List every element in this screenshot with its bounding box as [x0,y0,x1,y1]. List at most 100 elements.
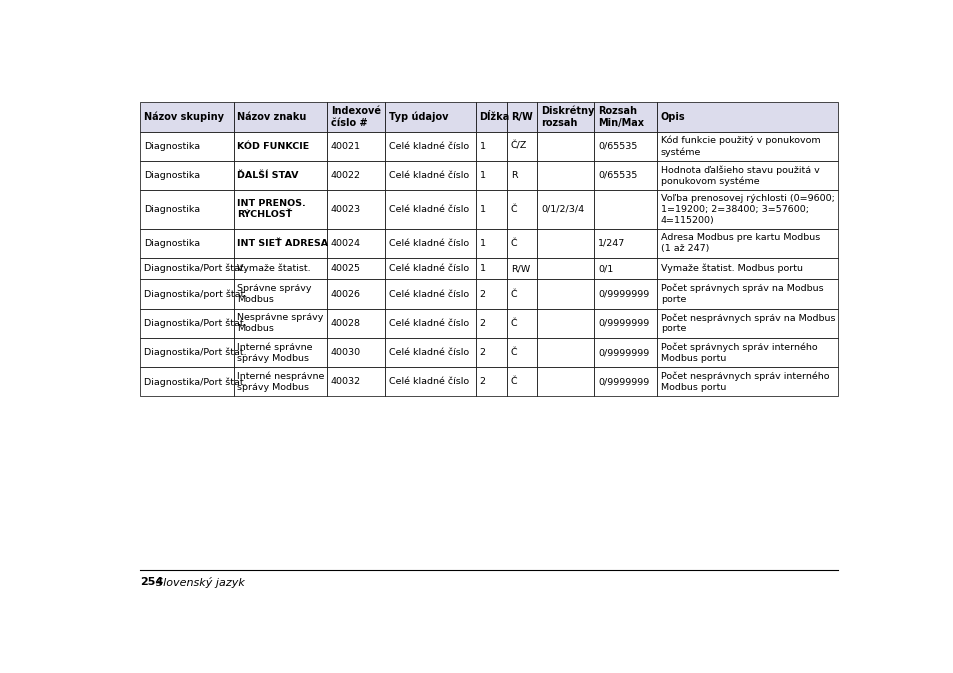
Text: Diagnostika/port štat.: Diagnostika/port štat. [144,289,247,299]
Bar [476,102,507,132]
Text: Opis: Opis [660,112,685,122]
Bar [537,338,594,367]
Text: Diagnostika/Port štat.: Diagnostika/Port štat. [144,318,246,328]
Bar [507,102,537,132]
Bar [657,279,837,309]
Bar [657,102,837,132]
Text: 40022: 40022 [331,171,360,180]
Text: Č: Č [511,205,517,214]
Bar [594,229,657,258]
Bar [594,132,657,161]
Bar [657,132,837,161]
Bar [140,190,233,229]
Bar [385,102,476,132]
Text: Dĺžka: Dĺžka [479,112,509,122]
Bar [233,229,327,258]
Bar [327,309,385,338]
Bar [140,279,233,309]
Bar [537,161,594,190]
Text: 0/1: 0/1 [598,264,613,273]
Bar [385,161,476,190]
Text: Názov znaku: Názov znaku [237,112,307,122]
Bar [594,367,657,396]
Text: Voľba prenosovej rýchlosti (0=9600;
1=19200; 2=38400; 3=57600;
4=115200): Voľba prenosovej rýchlosti (0=9600; 1=19… [660,194,834,225]
Bar [507,258,537,279]
Text: 40030: 40030 [331,348,360,357]
Bar [140,338,233,367]
Text: 40032: 40032 [331,378,360,386]
Text: 254: 254 [140,577,163,587]
Bar [507,161,537,190]
Text: Diagnostika: Diagnostika [144,239,200,248]
Text: KÓD FUNKCIE: KÓD FUNKCIE [237,142,310,151]
Text: 2: 2 [479,348,485,357]
Text: 0/9999999: 0/9999999 [598,319,649,328]
Text: INT PRENOS.
RÝCHLOSŤ: INT PRENOS. RÝCHLOSŤ [237,199,306,219]
Bar [140,229,233,258]
Text: 0/9999999: 0/9999999 [598,348,649,357]
Text: Celé kladné číslo: Celé kladné číslo [389,378,469,386]
Bar [140,102,233,132]
Bar [507,132,537,161]
Text: ĎALŠÍ STAV: ĎALŠÍ STAV [237,171,298,180]
Text: 1: 1 [479,239,485,248]
Text: Počet správnych správ na Modbus
porte: Počet správnych správ na Modbus porte [660,284,822,304]
Bar [476,258,507,279]
Text: Diagnostika: Diagnostika [144,142,200,151]
Text: 40021: 40021 [331,142,360,151]
Bar [657,309,837,338]
Bar [476,279,507,309]
Text: 0/9999999: 0/9999999 [598,289,649,299]
Text: 1: 1 [479,142,485,151]
Bar [657,229,837,258]
Bar [233,338,327,367]
Text: Kód funkcie použitý v ponukovom
systéme: Kód funkcie použitý v ponukovom systéme [660,136,820,157]
Bar [657,367,837,396]
Text: Celé kladné číslo: Celé kladné číslo [389,319,469,328]
Bar [476,229,507,258]
Text: Počet nesprávnych správ na Modbus
porte: Počet nesprávnych správ na Modbus porte [660,313,835,333]
Bar [233,258,327,279]
Bar [385,132,476,161]
Bar [594,338,657,367]
Bar [140,367,233,396]
Text: Celé kladné číslo: Celé kladné číslo [389,348,469,357]
Text: 40023: 40023 [331,205,360,214]
Text: Adresa Modbus pre kartu Modbus
(1 až 247): Adresa Modbus pre kartu Modbus (1 až 247… [660,234,820,253]
Text: Celé kladné číslo: Celé kladné číslo [389,142,469,151]
Text: 40024: 40024 [331,239,360,248]
Bar [233,367,327,396]
Bar [594,102,657,132]
Text: Interné správne
správy Modbus: Interné správne správy Modbus [237,343,313,363]
Text: Č: Č [511,239,517,248]
Bar [537,367,594,396]
Text: 2: 2 [479,319,485,328]
Bar [327,102,385,132]
Text: Typ údajov: Typ údajov [389,112,448,122]
Bar [385,258,476,279]
Bar [594,161,657,190]
Bar [537,102,594,132]
Bar [140,161,233,190]
Bar [657,338,837,367]
Text: Interné nesprávne
správy Modbus: Interné nesprávne správy Modbus [237,371,324,392]
Text: Č: Č [511,378,517,386]
Text: R/W: R/W [511,112,532,122]
Bar [476,367,507,396]
Bar [537,309,594,338]
Bar [476,338,507,367]
Bar [385,338,476,367]
Bar [140,258,233,279]
Bar [233,161,327,190]
Text: Diagnostika: Diagnostika [144,171,200,180]
Bar [507,309,537,338]
Bar [327,132,385,161]
Text: Správne správy
Modbus: Správne správy Modbus [237,284,312,304]
Bar [327,161,385,190]
Text: Celé kladné číslo: Celé kladné číslo [389,289,469,299]
Bar [657,161,837,190]
Bar [327,279,385,309]
Text: Vymaže štatist. Modbus portu: Vymaže štatist. Modbus portu [660,264,802,273]
Bar [233,309,327,338]
Text: Č/Z: Č/Z [511,142,527,151]
